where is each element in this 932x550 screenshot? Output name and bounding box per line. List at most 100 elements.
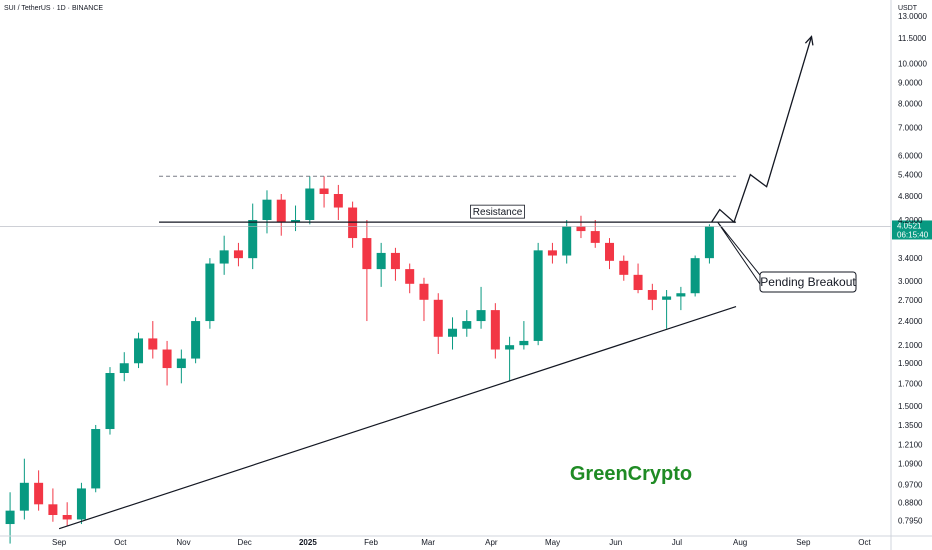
y-tick-label: 0.9700 bbox=[898, 481, 923, 490]
candle-body bbox=[448, 328, 458, 337]
y-tick-label: 11.5000 bbox=[898, 34, 927, 43]
y-tick-label: 1.7000 bbox=[898, 379, 923, 388]
candle-body bbox=[348, 207, 358, 239]
candle-body bbox=[405, 269, 415, 284]
y-tick-label: 4.8000 bbox=[898, 192, 923, 201]
candle-body bbox=[519, 340, 529, 346]
x-tick-label: Dec bbox=[238, 538, 252, 547]
y-tick-label: 7.0000 bbox=[898, 124, 923, 133]
candle-body bbox=[119, 363, 129, 374]
breakout-callout-box bbox=[759, 271, 857, 293]
candle-body bbox=[19, 482, 29, 511]
x-tick-label: Mar bbox=[421, 538, 435, 547]
breakout-callout-pointer bbox=[717, 221, 761, 286]
candle-body bbox=[248, 219, 258, 259]
candle-body bbox=[91, 429, 101, 489]
y-tick-label: 1.2100 bbox=[898, 441, 923, 450]
last-price-countdown: 06:15:40 bbox=[897, 230, 929, 239]
currency-label: USDT bbox=[898, 5, 918, 12]
support-trendline bbox=[58, 306, 737, 530]
x-tick-label: Nov bbox=[176, 538, 190, 547]
y-tick-label: 2.4000 bbox=[898, 317, 923, 326]
x-tick-label: 2025 bbox=[299, 538, 317, 547]
candle-body bbox=[205, 263, 215, 322]
candle-body bbox=[5, 510, 15, 525]
candle-body bbox=[619, 260, 629, 275]
y-tick-label: 0.7950 bbox=[898, 517, 923, 526]
brand-watermark: GreenCrypto bbox=[570, 463, 692, 485]
candle-body bbox=[48, 504, 58, 516]
candle-body bbox=[276, 199, 286, 223]
candle-body bbox=[690, 258, 700, 294]
y-tick-label: 1.9000 bbox=[898, 359, 923, 368]
candle-body bbox=[547, 250, 557, 256]
candle-body bbox=[462, 321, 472, 329]
x-tick-label: Feb bbox=[364, 538, 378, 547]
candle-body bbox=[176, 358, 186, 369]
candle-body bbox=[305, 188, 315, 220]
y-tick-label: 4.2000 bbox=[898, 216, 923, 225]
candle-body bbox=[62, 515, 72, 520]
x-tick-label: Sep bbox=[796, 538, 811, 547]
candle-body bbox=[219, 250, 229, 264]
chart-title: SUI / TetherUS · 1D · BINANCE bbox=[4, 5, 103, 12]
candle-body bbox=[105, 373, 115, 430]
x-tick-label: Jun bbox=[609, 538, 622, 547]
candle-body bbox=[590, 231, 600, 243]
y-tick-label: 9.0000 bbox=[898, 78, 923, 87]
candle-body bbox=[662, 296, 672, 300]
projection-arrowhead bbox=[804, 35, 814, 46]
candle-body bbox=[533, 250, 543, 341]
y-tick-label: 1.3500 bbox=[898, 421, 923, 430]
y-tick-label: 10.0000 bbox=[898, 59, 927, 68]
y-tick-label: 6.0000 bbox=[898, 152, 923, 161]
candle-body bbox=[647, 290, 657, 300]
y-tick-label: 13.0000 bbox=[898, 12, 927, 21]
y-tick-label: 1.5000 bbox=[898, 402, 923, 411]
candle-body bbox=[191, 321, 201, 359]
y-tick-label: 2.1000 bbox=[898, 341, 923, 350]
y-tick-label: 3.0000 bbox=[898, 277, 923, 286]
candle-body bbox=[34, 482, 44, 505]
candle-body bbox=[291, 219, 301, 223]
candle-body bbox=[704, 226, 714, 259]
y-tick-label: 8.0000 bbox=[898, 100, 923, 109]
candle-body bbox=[676, 293, 686, 297]
projection-path bbox=[711, 36, 813, 224]
x-tick-label: Jul bbox=[672, 538, 682, 547]
candle-body bbox=[390, 252, 400, 270]
y-tick-label: 5.4000 bbox=[898, 171, 923, 180]
candle-body bbox=[562, 226, 572, 256]
resistance-label-box bbox=[470, 204, 525, 219]
candle-body bbox=[605, 242, 615, 261]
candle-body bbox=[262, 199, 272, 220]
y-tick-label: 0.8800 bbox=[898, 498, 923, 507]
candles-layer bbox=[5, 176, 714, 544]
candle-body bbox=[148, 338, 158, 350]
candle-body bbox=[476, 310, 486, 322]
x-tick-label: Apr bbox=[485, 538, 498, 547]
candle-body bbox=[134, 338, 144, 364]
x-tick-label: Sep bbox=[52, 538, 67, 547]
candle-body bbox=[505, 345, 515, 350]
last-price-value: 4.0521 bbox=[897, 221, 922, 230]
y-tick-label: 1.0900 bbox=[898, 460, 923, 469]
candle-body bbox=[433, 299, 443, 337]
candle-body bbox=[419, 283, 429, 300]
candle-body bbox=[362, 238, 372, 270]
candle-body bbox=[576, 226, 586, 232]
candle-body bbox=[333, 194, 343, 208]
candle-body bbox=[490, 310, 500, 350]
y-tick-label: 2.7000 bbox=[898, 296, 923, 305]
x-tick-label: Oct bbox=[114, 538, 127, 547]
candle-body bbox=[76, 488, 86, 520]
x-tick-label: May bbox=[545, 538, 560, 547]
candle-body bbox=[233, 250, 243, 259]
last-price-tag bbox=[892, 220, 932, 240]
candle-body bbox=[162, 349, 172, 369]
breakout-callout-label: Pending Breakout bbox=[760, 275, 856, 289]
